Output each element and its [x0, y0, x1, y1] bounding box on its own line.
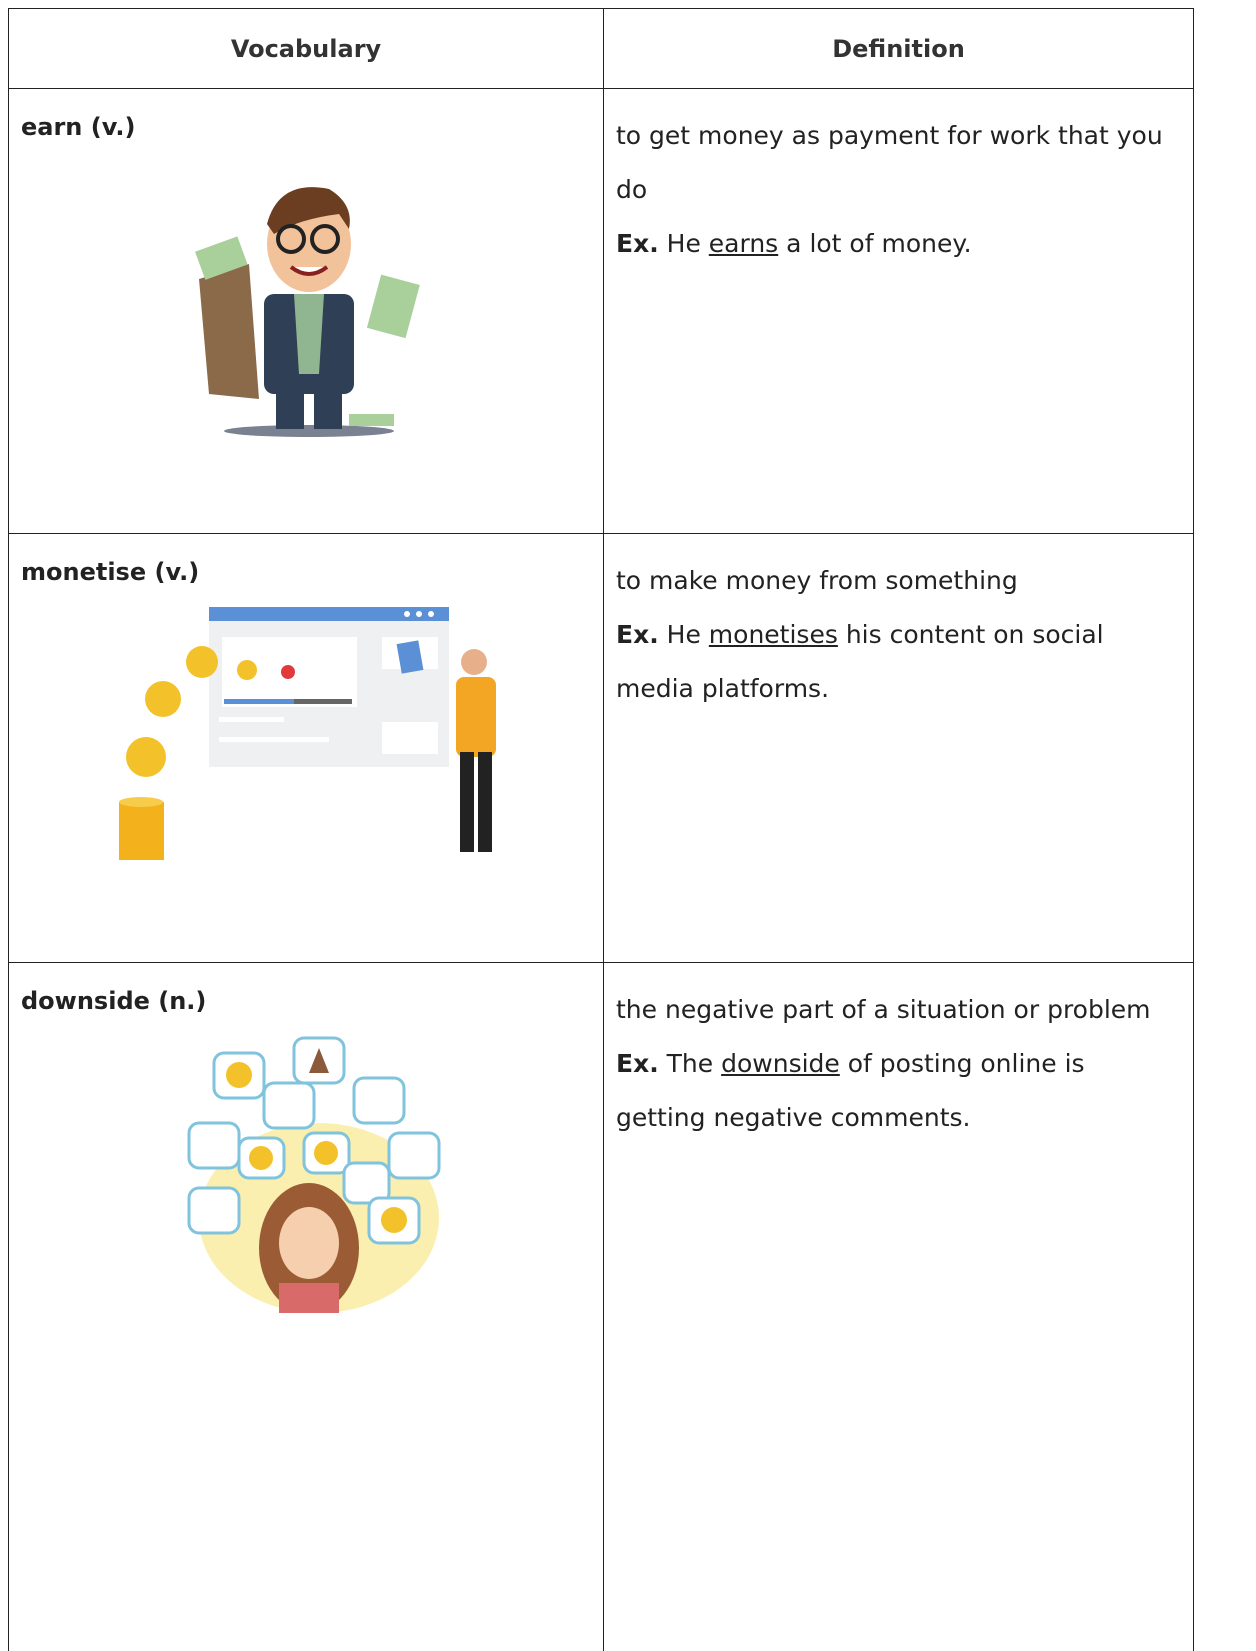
example: Ex. The downside of posting online is ge… [616, 1037, 1179, 1145]
example-text: a lot of money. [786, 229, 972, 258]
example-label: Ex. [616, 229, 659, 258]
example-text: He [666, 620, 701, 649]
example-word: earns [708, 229, 779, 258]
example-text: of posting online is getting negative co… [616, 1049, 1085, 1132]
definition-cell: the negative part of a situation or prob… [603, 962, 1194, 1651]
definition: the negative part of a situation or prob… [616, 995, 1151, 1024]
term: downside (n.) [21, 987, 207, 1015]
term-cell: earn (v.) [8, 88, 603, 534]
illustration [119, 607, 496, 860]
definition-block: to make money from something Ex. He mone… [616, 554, 1179, 716]
term: monetise (v.) [21, 558, 200, 586]
term-cell: monetise (v.) [8, 533, 603, 963]
definition: to make money from something [616, 566, 1018, 595]
example: Ex. He monetises his content on social m… [616, 608, 1179, 716]
definition-block: to get money as payment for work that yo… [616, 109, 1179, 271]
definition-cell: to get money as payment for work that yo… [603, 88, 1194, 534]
term: earn (v.) [21, 113, 136, 141]
header-text: Vocabulary [230, 35, 382, 63]
header-text: Definition [832, 35, 965, 63]
header-cell: Definition [603, 8, 1194, 89]
example-text: He [666, 229, 701, 258]
definition: to get money as payment for work that yo… [616, 121, 1163, 204]
header-cell: Vocabulary [8, 8, 603, 89]
illustration [195, 187, 420, 437]
example-label: Ex. [616, 1049, 659, 1078]
example-text: his content on social media platforms. [616, 620, 1104, 703]
example-label: Ex. [616, 620, 659, 649]
example: Ex. He earns a lot of money. [616, 217, 1179, 271]
example-word: monetises [708, 620, 838, 649]
definition-cell: to make money from something Ex. He mone… [603, 533, 1194, 963]
term-cell: downside (n.) [8, 962, 603, 1651]
example-word: downside [721, 1049, 840, 1078]
example-text: The [666, 1049, 714, 1078]
definition-block: the negative part of a situation or prob… [616, 983, 1179, 1145]
illustration [187, 1036, 441, 1313]
